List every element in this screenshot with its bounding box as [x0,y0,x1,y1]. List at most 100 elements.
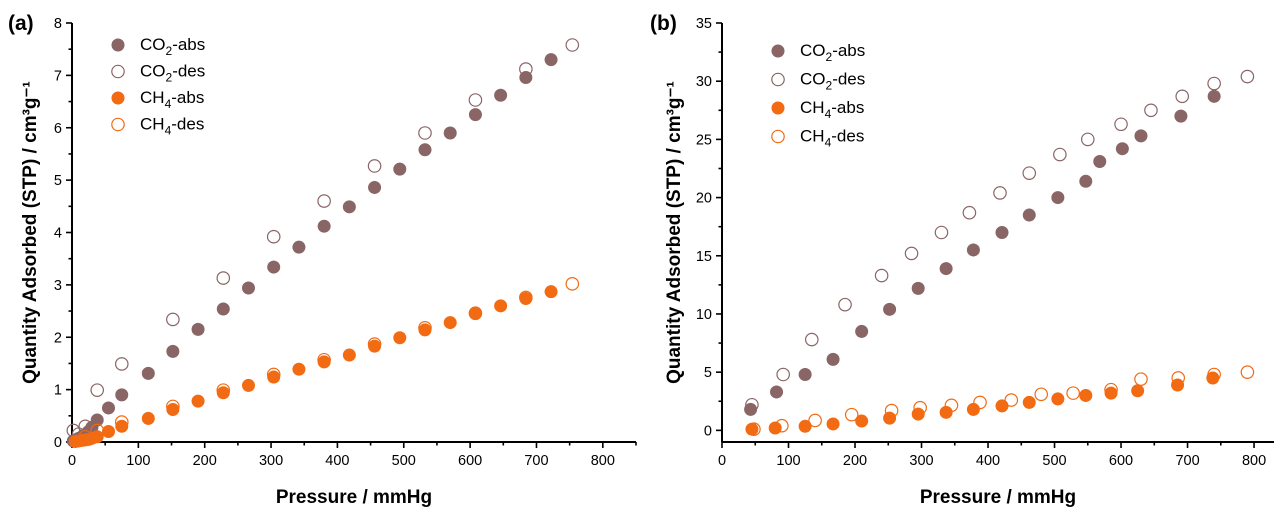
a-data-point [342,348,356,362]
b-data-point [1051,191,1065,205]
a-data-point [418,321,432,335]
a-x-tick-label: 0 [68,453,76,469]
b-data-point [855,324,869,338]
b-data-point [1004,393,1019,407]
a-data-point [266,229,281,244]
a-data-point [141,366,155,380]
a-legend: CO2-abs CO2-des CH4-abs CH4-des [111,35,205,138]
b-data-point [993,186,1007,200]
a-data-point [166,344,180,358]
a-y-tick-label: 7 [54,68,62,84]
a-data-point [519,290,533,305]
a-data-point [368,180,382,194]
a-y-tick-label: 4 [54,226,62,242]
b-data-point [798,419,812,433]
b-data-point [995,226,1009,240]
b-data-point [1207,89,1221,103]
b-data-point [913,400,927,415]
b-data-point [1022,166,1037,180]
b-x-tick-label: 500 [1042,453,1066,469]
b-x-tick-label: 300 [909,453,933,469]
b-data-point [1171,378,1185,392]
a-legend-label: CO2-abs [140,35,205,58]
b-data-point [1022,208,1036,222]
b-data-point [1174,109,1188,123]
b-data-point [855,414,869,428]
a-data-point [115,419,129,433]
a-data-point [216,383,231,397]
a-legend-label: CO2-des [140,62,205,85]
a-data-point [468,108,482,122]
a-x-tick-label: 600 [458,453,482,469]
panel-a-chart: 0 100 200 300 400 500 600 700 800 0 1 2 3 4 5 6 7 8 Pressu… [8,12,637,508]
b-data-point [1131,384,1145,398]
a-y-tick-label: 8 [54,16,62,32]
b-data-point [1114,117,1128,132]
a-data-point [166,403,180,417]
b-data-point [1115,142,1129,156]
a-y-tick-label: 3 [54,278,62,294]
a-y-tick-label: 2 [54,330,62,346]
a-data-point [468,93,483,107]
b-data-point [1034,387,1049,402]
b-data-point [1093,155,1107,169]
a-data-point [241,378,255,392]
b-data-point [1175,89,1190,104]
a-data-point [418,126,432,140]
b-data-point [745,397,759,412]
b-data-point [939,405,953,419]
b-data-point [1066,386,1080,400]
a-x-tick-label: 200 [193,453,217,469]
a-data-point [565,38,580,52]
b-data-point [1079,388,1093,402]
a-legend-marker [111,91,125,105]
a-legend-marker [111,64,125,79]
b-data-point [944,398,959,413]
a-data-point [565,277,580,291]
b-legend-marker [771,129,785,144]
b-data-point [884,403,899,418]
a-x-tick-label: 700 [524,453,548,469]
a-data-point [101,401,115,415]
a-data-point [78,429,93,444]
b-legend-label: CH4-des [800,127,864,150]
a-data-point [367,159,382,173]
b-x-tick-label: 200 [843,453,867,469]
a-data-point [191,322,205,336]
a-legend-label: CH4-des [140,115,204,138]
b-data-point [770,385,784,399]
b-y-tick-label: 5 [704,365,712,381]
b-data-point [838,297,852,312]
b-data-point [904,246,919,261]
b-data-point [1079,174,1093,188]
panel-b-chart: 0 100 200 300 400 500 600 700 800 0 5 10 15 20 25 30 35 P… [650,12,1274,508]
a-x-tick-label: 500 [392,453,416,469]
a-y-tick-label: 5 [54,173,62,189]
b-data-point [1144,103,1158,118]
a-data-point [519,62,533,76]
b-data-point [1104,382,1118,397]
b-data-point [775,418,789,433]
b-data-point [1207,76,1221,91]
a-data-point [90,383,105,397]
a-data-point [141,411,155,425]
a-series-co2-des [66,38,580,441]
b-data-point [973,395,987,410]
b-legend-label: CO2-des [800,70,865,93]
b-y-tick-label: 20 [696,191,712,207]
a-data-point [115,388,129,402]
b-legend-marker [771,72,785,87]
b-y-axis-title: Quantity Adsorbed (STP) / cm³g⁻¹ [664,81,685,384]
b-data-point [747,422,761,436]
b-data-point [1171,371,1186,385]
b-panel-label: (b) [650,12,677,35]
a-data-point [166,312,180,327]
b-x-tick-label: 100 [776,453,800,469]
b-data-point [1080,132,1095,147]
b-data-point [776,367,790,382]
a-x-tick-label: 800 [591,453,615,469]
b-x-axis-title: Pressure / mmHg [920,487,1076,508]
b-data-point [1207,367,1221,382]
